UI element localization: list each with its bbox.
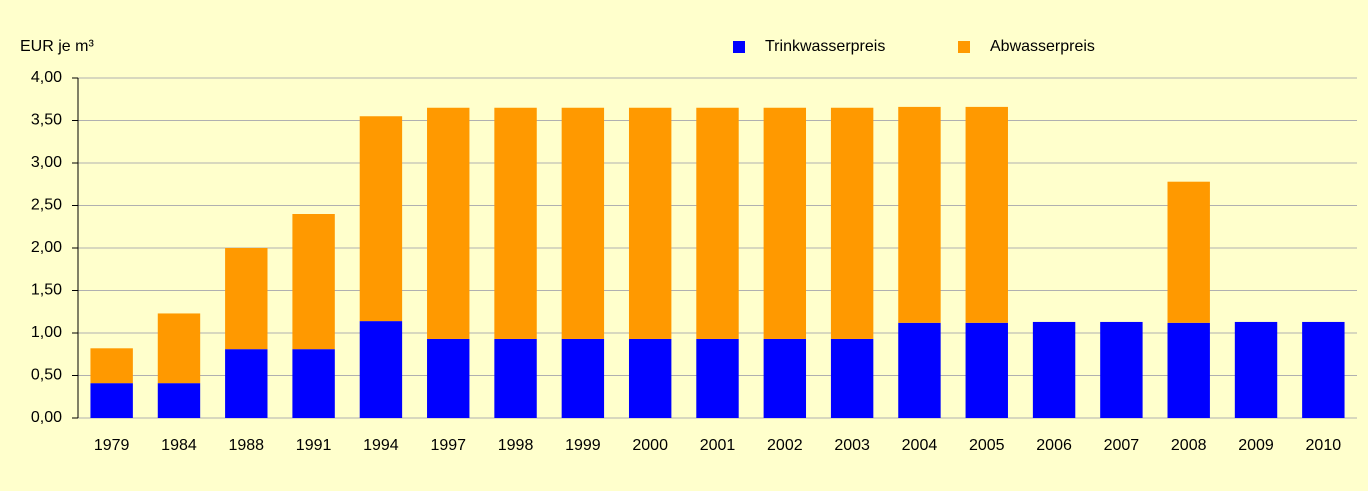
bar-segment xyxy=(292,214,335,350)
y-tick-label: 0,50 xyxy=(31,367,62,384)
y-tick-label: 3,50 xyxy=(31,112,62,129)
x-tick-label: 2001 xyxy=(700,437,736,454)
bar-segment xyxy=(90,348,133,384)
bar-segment xyxy=(494,338,537,418)
x-tick-label: 2007 xyxy=(1104,437,1140,454)
bar-segment xyxy=(763,338,807,418)
y-tick-label: 4,00 xyxy=(31,69,62,86)
x-tick-label: 2008 xyxy=(1171,437,1207,454)
legend-swatch xyxy=(958,41,970,53)
bar-segment xyxy=(965,106,1008,323)
bar-segment xyxy=(830,107,874,339)
x-tick-label: 1984 xyxy=(161,437,197,454)
bar-segment xyxy=(965,322,1008,418)
x-tick-label: 1988 xyxy=(228,437,264,454)
y-tick-label: 2,50 xyxy=(31,197,62,214)
x-tick-label: 2005 xyxy=(969,437,1005,454)
x-tick-label: 1979 xyxy=(94,437,130,454)
x-tick-label: 2002 xyxy=(767,437,803,454)
legend-label: Abwasserpreis xyxy=(990,38,1095,55)
y-tick-label: 0,00 xyxy=(31,409,62,426)
bar-segment xyxy=(90,383,133,418)
y-tick-label: 2,00 xyxy=(31,239,62,256)
x-tick-label: 1994 xyxy=(363,437,399,454)
bar-segment xyxy=(225,349,268,418)
bar-segment xyxy=(1167,322,1210,418)
x-tick-label: 2004 xyxy=(902,437,938,454)
bar-segment xyxy=(359,321,403,418)
bar-segment xyxy=(1032,321,1076,418)
bar-segment xyxy=(830,338,874,418)
x-tick-label: 2003 xyxy=(834,437,870,454)
bar-segment xyxy=(1234,321,1278,418)
bar-segment xyxy=(898,322,941,418)
bar-segment xyxy=(359,116,403,322)
x-tick-label: 1997 xyxy=(430,437,466,454)
x-tick-label: 2009 xyxy=(1238,437,1274,454)
x-tick-label: 2010 xyxy=(1306,437,1342,454)
legend-swatch xyxy=(733,41,745,53)
bar-segment xyxy=(696,338,739,418)
bar-segment xyxy=(898,106,941,323)
bar-segment xyxy=(1100,321,1143,418)
x-tick-label: 1999 xyxy=(565,437,601,454)
bar-segment xyxy=(292,349,335,418)
bar-segment xyxy=(696,107,739,339)
bar-segment xyxy=(628,107,672,339)
x-tick-label: 1991 xyxy=(296,437,332,454)
legend-label: Trinkwasserpreis xyxy=(765,38,885,55)
bar-segment xyxy=(628,338,672,418)
bar-segment xyxy=(561,107,605,339)
y-axis-label: EUR je m³ xyxy=(20,38,94,55)
bar-segment xyxy=(225,248,268,350)
bar-segment xyxy=(1302,321,1345,418)
x-tick-label: 1998 xyxy=(498,437,534,454)
bar-segment xyxy=(1167,181,1210,323)
bar-segment xyxy=(561,338,605,418)
y-tick-label: 1,50 xyxy=(31,282,62,299)
x-tick-label: 2006 xyxy=(1036,437,1072,454)
x-tick-label: 2000 xyxy=(632,437,668,454)
y-tick-label: 3,00 xyxy=(31,154,62,171)
bar-segment xyxy=(157,313,201,384)
bar-segment xyxy=(763,107,807,339)
bar-segment xyxy=(427,107,470,339)
y-tick-label: 1,00 xyxy=(31,324,62,341)
bar-segment xyxy=(494,107,537,339)
bar-segment xyxy=(427,338,470,418)
bar-segment xyxy=(157,383,201,418)
